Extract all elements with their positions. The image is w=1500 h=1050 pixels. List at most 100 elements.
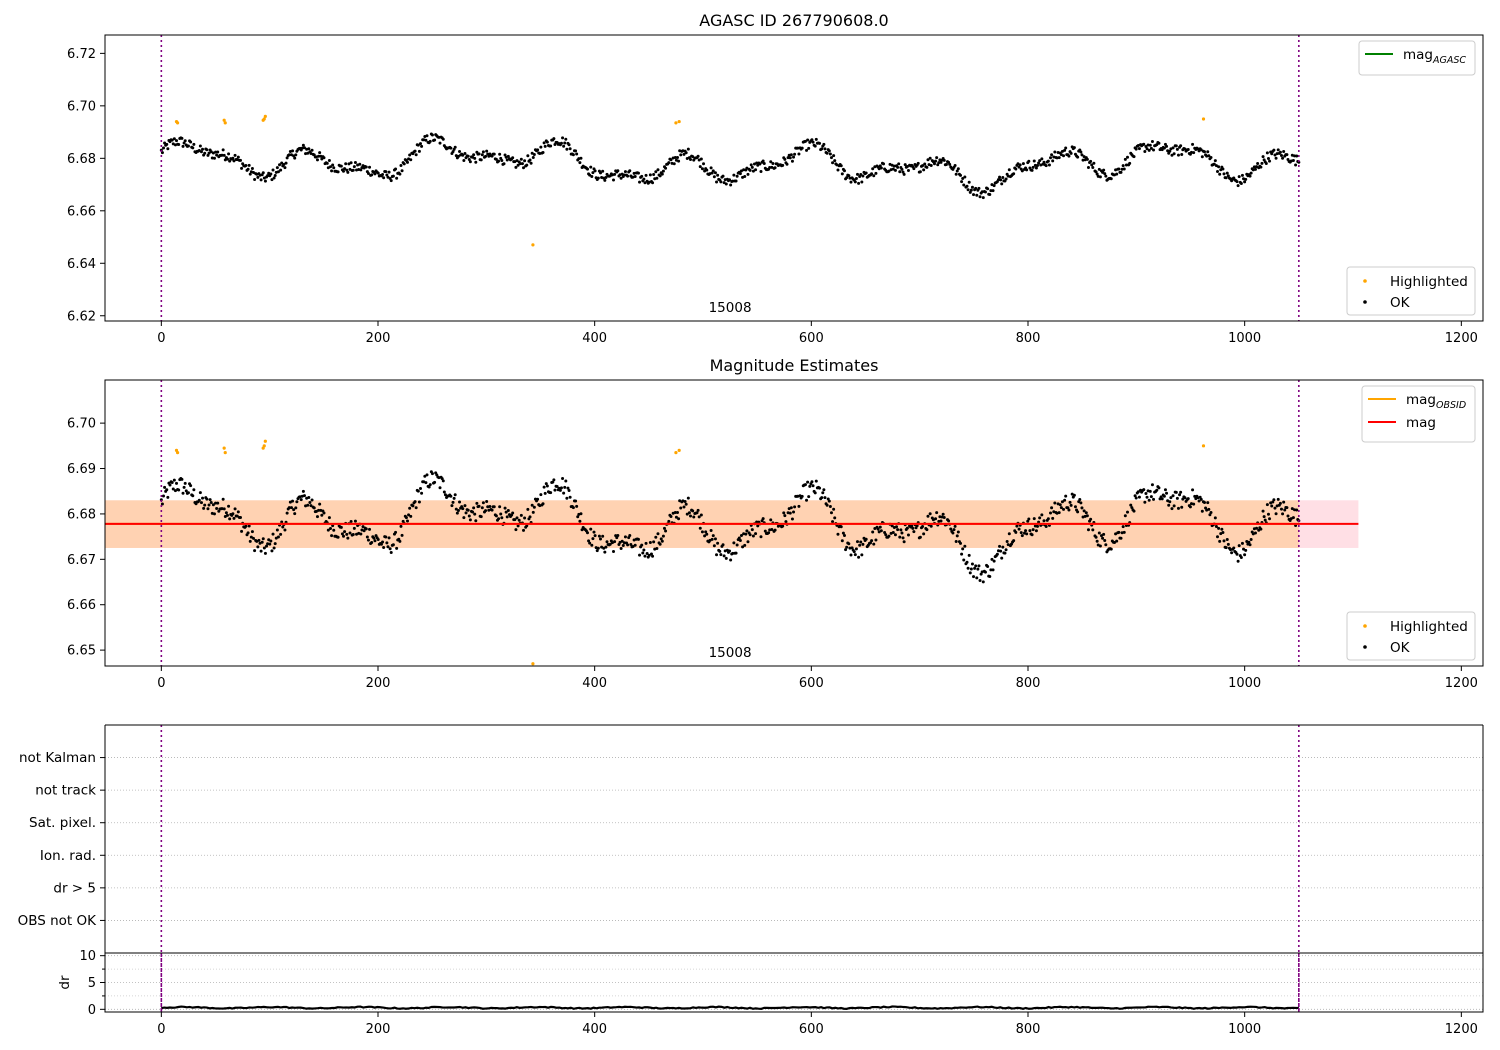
p2-ok-point (418, 486, 422, 490)
p2-ok-point (638, 553, 642, 557)
p2-ok-point (715, 553, 719, 557)
p1-ok-point (771, 162, 775, 166)
p2-ok-point (615, 536, 619, 540)
p1-ok-point (953, 163, 957, 167)
p2-ok-point (362, 529, 366, 533)
p1-ok-point (275, 166, 279, 170)
p2-ok-point (1273, 506, 1277, 510)
p2-ok-point (1026, 519, 1030, 523)
p1-ok-point (679, 153, 683, 157)
p1-ok-point (642, 177, 646, 181)
p2-ok-point (949, 527, 953, 531)
p1-ok-point (536, 148, 540, 152)
p1-ok-point (823, 147, 827, 151)
p1-ok-point (859, 173, 863, 177)
p2-ok-point (561, 477, 565, 481)
p1-ok-point (664, 166, 668, 170)
p1-ok-point (384, 170, 388, 174)
p1-ok-point (273, 174, 277, 178)
p1-ok-point (959, 173, 963, 177)
p1-ok-point (414, 153, 418, 157)
p2-ok-point (1178, 493, 1182, 497)
p1-ok-point (806, 138, 810, 142)
p2-ok-point (1019, 531, 1023, 535)
p1-ok-point (709, 166, 713, 170)
p2-ok-point (719, 553, 723, 557)
p2-ok-point (1027, 517, 1031, 521)
p2-ok-point (578, 519, 582, 523)
p1-ok-point (1025, 168, 1029, 172)
p2-ok-point (235, 514, 239, 518)
p2-ok-point (1217, 526, 1221, 530)
p1-ok-point (1209, 155, 1213, 159)
p2-ok-point (287, 506, 291, 510)
p1-ok-point (916, 161, 920, 165)
p2-ok-point (519, 513, 523, 517)
p2-ok-point (318, 502, 322, 506)
p2-ok-point (368, 527, 372, 531)
p1-ok-point (1191, 142, 1195, 146)
p2-ok-point (1063, 498, 1067, 502)
p1-ok-point (209, 150, 213, 154)
p1-points-legend (1346, 266, 1476, 316)
p2-ok-point (252, 536, 256, 540)
p2-ok-point (1259, 527, 1263, 531)
p2-ok-point (800, 494, 804, 498)
p1-ok-point (1014, 167, 1018, 171)
p2-ok-point (458, 500, 462, 504)
p2-ok-point (1165, 491, 1169, 495)
p1-ok-point (882, 162, 886, 166)
p1-ok-point (900, 167, 904, 171)
p2-ok-point (713, 537, 717, 541)
p2-ok-point (231, 512, 235, 516)
p1-ok-point (282, 162, 286, 166)
p2-ok-point (285, 511, 289, 515)
p1-ok-point (1086, 165, 1090, 169)
p1-ok-point (1050, 153, 1054, 157)
p2-ok-point (198, 491, 202, 495)
p1-ok-point (750, 165, 754, 169)
p2-ok-point (1200, 509, 1204, 513)
p1-ok-point (731, 179, 735, 183)
p1-ok-point (1152, 148, 1156, 152)
p1-ok-point (568, 147, 572, 151)
p2-ok-point (623, 535, 627, 539)
p1-ok-point (220, 153, 224, 157)
p1-ok-point (1148, 143, 1152, 147)
p2-ok-point (506, 509, 510, 513)
p1-ok-point (215, 153, 219, 157)
p1-ok-point (833, 159, 837, 163)
p1-ytick-label: 6.68 (67, 152, 96, 167)
p2-ok-point (682, 505, 686, 509)
p2-ok-point (669, 514, 673, 518)
p2-highlighted-point (175, 451, 180, 455)
p2-ok-point (1076, 510, 1080, 514)
p2-ok-point (1168, 500, 1172, 504)
p1-ok-point (259, 178, 263, 182)
p2-ok-point (587, 539, 591, 543)
p2-ok-point (788, 511, 792, 515)
p1-ok-point (932, 162, 936, 166)
p1-ok-point (181, 144, 185, 148)
p2-ok-point (782, 511, 786, 515)
p2-ok-point (182, 485, 186, 489)
p2-ok-point (404, 516, 408, 520)
dr-trace (161, 1005, 1299, 1010)
p1-ok-point (937, 161, 941, 165)
p2-ok-point (199, 501, 203, 505)
p2-xtick-label: 800 (1016, 676, 1041, 691)
p2-ok-point (563, 485, 567, 489)
p2-ok-point (750, 528, 754, 532)
p2-ok-point (942, 515, 946, 519)
p2-ok-point (565, 496, 569, 500)
p1-ok-point (1295, 154, 1299, 158)
p1-ok-point (283, 166, 287, 170)
p1-ok-point (857, 181, 861, 185)
p2-ok-point (864, 537, 868, 541)
p1-legend-marker (1363, 279, 1367, 283)
p2-ok-point (1133, 494, 1137, 498)
p2-ok-point (792, 510, 796, 514)
p1-ok-point (792, 155, 796, 159)
p1-ok-point (1150, 139, 1154, 143)
p1-ok-point (755, 161, 759, 165)
